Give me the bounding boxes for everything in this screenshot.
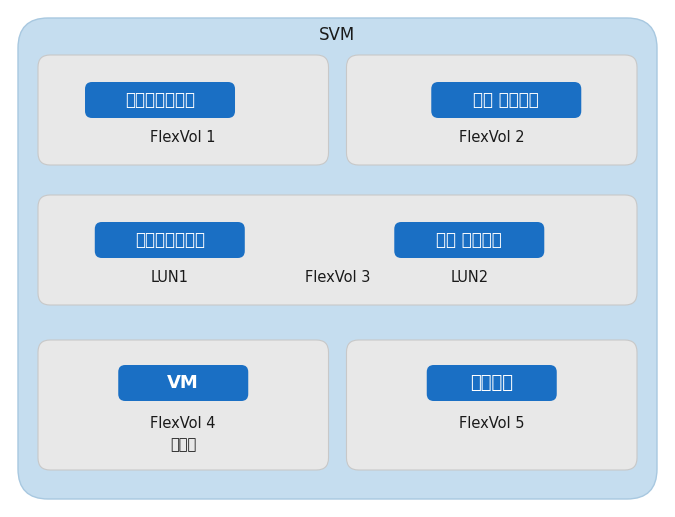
Text: FlexVol 2: FlexVol 2 <box>459 130 524 145</box>
FancyBboxPatch shape <box>38 195 637 305</box>
FancyBboxPatch shape <box>346 55 637 165</box>
FancyBboxPatch shape <box>38 340 329 470</box>
Text: VM: VM <box>167 374 199 392</box>
Text: データファイル: データファイル <box>125 91 195 109</box>
Text: データファイル: データファイル <box>135 231 205 249</box>
Text: FlexVol 3: FlexVol 3 <box>305 270 370 285</box>
FancyBboxPatch shape <box>431 82 581 118</box>
FancyBboxPatch shape <box>427 365 557 401</box>
Text: ログ ファイル: ログ ファイル <box>473 91 539 109</box>
Text: LUN1: LUN1 <box>151 270 189 285</box>
Text: バイナリ: バイナリ <box>470 374 513 392</box>
Text: FlexVol 4: FlexVol 4 <box>151 416 216 431</box>
FancyBboxPatch shape <box>95 222 245 258</box>
FancyBboxPatch shape <box>18 18 657 499</box>
FancyBboxPatch shape <box>118 365 248 401</box>
Text: FlexVol 1: FlexVol 1 <box>151 130 216 145</box>
Text: 他想化: 他想化 <box>170 437 196 452</box>
FancyBboxPatch shape <box>346 340 637 470</box>
FancyBboxPatch shape <box>394 222 544 258</box>
Text: LUN2: LUN2 <box>450 270 488 285</box>
Text: FlexVol 5: FlexVol 5 <box>459 416 524 431</box>
Text: ログ ファイル: ログ ファイル <box>437 231 502 249</box>
FancyBboxPatch shape <box>85 82 235 118</box>
FancyBboxPatch shape <box>38 55 329 165</box>
Text: SVM: SVM <box>319 26 355 44</box>
